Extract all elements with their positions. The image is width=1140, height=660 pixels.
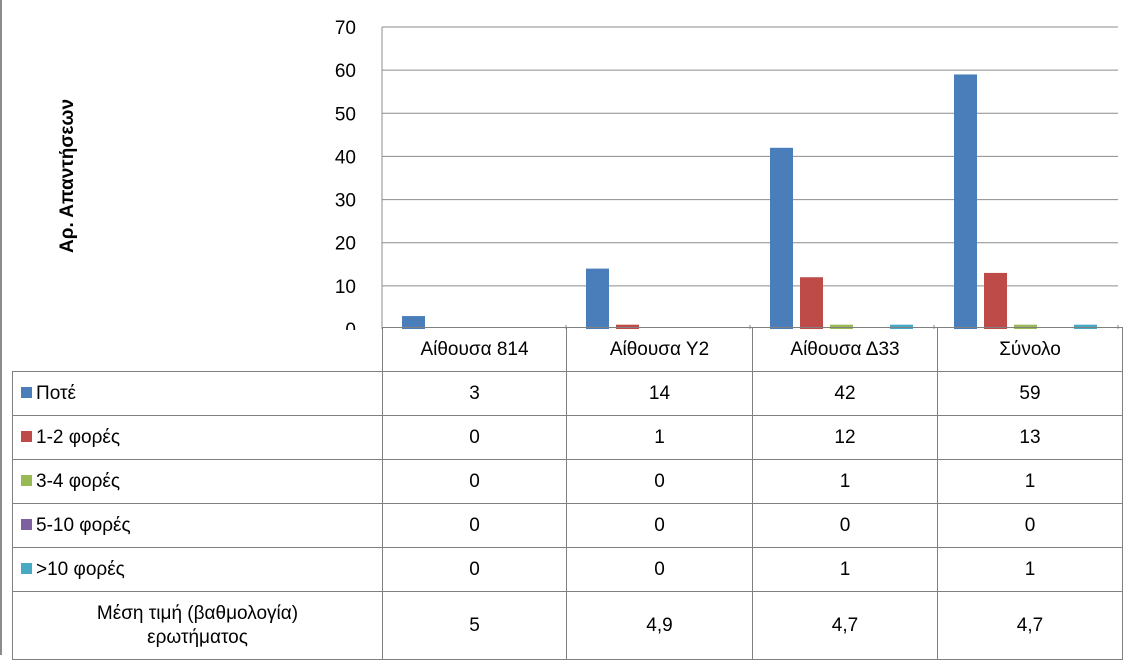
data-label: 12 <box>752 415 938 460</box>
data-label: 1 <box>937 459 1123 504</box>
bar <box>1074 324 1097 329</box>
axes <box>381 27 1119 329</box>
y-tick-label: 0 <box>345 320 356 330</box>
y-tick-label: 40 <box>335 147 356 168</box>
mean-score-value: 4,9 <box>566 591 753 660</box>
data-label: 0 <box>566 503 753 548</box>
data-label: 0 <box>937 503 1123 548</box>
y-tick-label: 50 <box>335 104 356 125</box>
gridlines <box>382 26 1118 287</box>
series-row-3-4: 3-4 φορές 0 0 1 1 <box>12 459 1123 504</box>
data-label: 3 <box>382 371 567 416</box>
category-label: Αίθουσα Υ2 <box>566 327 753 372</box>
category-label: Αίθουσα Δ33 <box>752 327 938 372</box>
data-label: 0 <box>752 503 938 548</box>
y-tick-label: 10 <box>335 277 356 298</box>
series-row-1-2: 1-2 φορές 0 1 12 13 <box>12 415 1123 460</box>
series-name: 1-2 φορές <box>36 426 121 448</box>
series-name: 3-4 φορές <box>36 470 121 492</box>
data-label: 0 <box>382 459 567 504</box>
mean-score-label: Μέση τιμή (βαθμολογία) ερωτήματος <box>12 591 383 660</box>
legend-swatch <box>21 386 32 398</box>
mean-score-row: Μέση τιμή (βαθμολογία) ερωτήματος 5 4,9 4… <box>12 591 1123 660</box>
series-name: >10 φορές <box>36 558 125 580</box>
legend-entry: Ποτέ <box>12 371 383 416</box>
y-tick-label: 20 <box>335 234 356 255</box>
legend-entry: 5-10 φορές <box>12 503 383 548</box>
legend-swatch <box>21 474 32 486</box>
data-label: 1 <box>752 459 938 504</box>
legend-entry: 3-4 φορές <box>12 459 383 504</box>
data-label: 1 <box>752 547 938 592</box>
bar <box>984 272 1007 329</box>
bar <box>830 324 853 329</box>
bar <box>890 324 913 329</box>
category-label: Αίθουσα 814 <box>382 327 567 372</box>
bar-chart: 0 10 20 30 40 50 60 70 Αρ. Απαντήσεων <box>57 18 1119 330</box>
y-axis-ticks: 0 10 20 30 40 50 60 70 <box>335 18 356 330</box>
series-row-over-10: >10 φορές 0 0 1 1 <box>12 547 1123 592</box>
series-row-5-10: 5-10 φορές 0 0 0 0 <box>12 503 1123 548</box>
category-label: Σύνολο <box>937 327 1123 372</box>
series-name: 5-10 φορές <box>36 514 131 536</box>
data-label: 1 <box>937 547 1123 592</box>
category-header-row: Αίθουσα 814 Αίθουσα Υ2 Αίθουσα Δ33 Σύνολ… <box>12 327 1123 372</box>
bar <box>586 268 609 329</box>
data-label: 0 <box>382 547 567 592</box>
y-tick-label: 30 <box>335 191 356 212</box>
series-name: Ποτέ <box>36 382 76 404</box>
legend-swatch <box>21 562 32 574</box>
data-label: 42 <box>752 371 938 416</box>
bar <box>1014 324 1037 329</box>
legend-entry: 1-2 φορές <box>12 415 383 460</box>
data-label: 0 <box>566 547 753 592</box>
data-label: 0 <box>382 415 567 460</box>
y-tick-label: 70 <box>335 18 356 39</box>
bar <box>800 277 823 329</box>
data-label: 0 <box>382 503 567 548</box>
y-tick-label: 60 <box>335 61 356 82</box>
legend-swatch <box>21 430 32 442</box>
series-row-never: Ποτέ 3 14 42 59 <box>12 371 1123 416</box>
bar <box>616 324 639 329</box>
data-table: Αίθουσα 814 Αίθουσα Υ2 Αίθουσα Δ33 Σύνολ… <box>12 327 1123 660</box>
bar <box>402 316 425 329</box>
mean-score-value: 5 <box>382 591 567 660</box>
mean-score-value: 4,7 <box>752 591 938 660</box>
bar <box>770 147 793 329</box>
bars <box>402 74 1097 329</box>
y-axis-label: Αρ. Απαντήσεων <box>57 99 78 253</box>
data-label: 59 <box>937 371 1123 416</box>
legend-swatch <box>21 518 32 530</box>
data-label: 14 <box>566 371 753 416</box>
data-label: 13 <box>937 415 1123 460</box>
legend-entry: >10 φορές <box>12 547 383 592</box>
table-corner <box>12 327 383 372</box>
bar <box>954 74 977 329</box>
mean-score-value: 4,7 <box>937 591 1123 660</box>
data-label: 0 <box>566 459 753 504</box>
data-label: 1 <box>566 415 753 460</box>
